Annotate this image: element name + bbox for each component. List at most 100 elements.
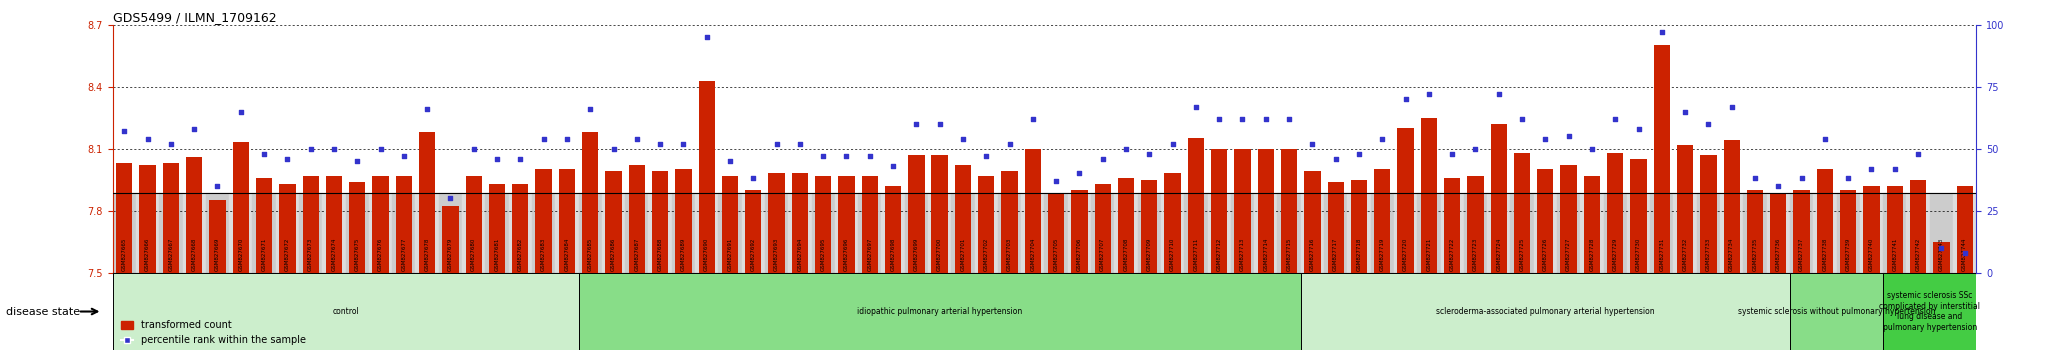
Bar — [1839, 190, 1855, 273]
Text: GSM827684: GSM827684 — [565, 238, 569, 271]
Bar — [768, 173, 784, 273]
Text: GSM827721: GSM827721 — [1425, 238, 1432, 271]
Bar — [1395, 193, 1417, 273]
Bar — [182, 193, 205, 273]
Bar — [233, 142, 250, 273]
Bar — [463, 193, 485, 273]
Bar — [1911, 179, 1927, 273]
Bar — [1352, 179, 1368, 273]
Bar — [979, 176, 995, 273]
Text: GSM827737: GSM827737 — [1798, 238, 1804, 271]
Point — [457, 146, 489, 152]
Bar — [1487, 193, 1511, 273]
Bar — [489, 184, 506, 273]
Bar — [1954, 193, 1976, 273]
Point — [1692, 121, 1724, 127]
Point — [924, 121, 956, 127]
Legend: transformed count, percentile rank within the sample: transformed count, percentile rank withi… — [117, 316, 309, 349]
Point — [340, 158, 373, 164]
Bar — [512, 184, 528, 273]
Bar — [1044, 193, 1067, 273]
Bar — [1139, 193, 1161, 273]
Bar — [997, 193, 1022, 273]
Text: GSM827709: GSM827709 — [1147, 238, 1151, 271]
Point — [1739, 176, 1772, 181]
Text: GSM827723: GSM827723 — [1473, 238, 1479, 271]
Bar — [465, 176, 481, 273]
Text: GSM827735: GSM827735 — [1753, 238, 1757, 271]
Text: GSM827727: GSM827727 — [1567, 238, 1571, 271]
Bar — [1581, 193, 1604, 273]
Bar — [1300, 273, 1790, 350]
Text: GSM827728: GSM827728 — [1589, 238, 1595, 271]
Point — [1505, 116, 1538, 122]
Bar — [1464, 193, 1487, 273]
Point — [784, 141, 817, 147]
Bar — [651, 171, 668, 273]
Text: GSM827686: GSM827686 — [610, 238, 616, 271]
Point — [807, 153, 840, 159]
Point — [1133, 151, 1165, 156]
Bar — [1165, 173, 1182, 273]
Text: GSM827716: GSM827716 — [1311, 238, 1315, 271]
Point — [1483, 91, 1516, 97]
Bar — [1794, 190, 1810, 273]
Bar — [555, 193, 580, 273]
Bar — [1491, 124, 1507, 273]
Bar — [1049, 194, 1065, 273]
Bar — [1348, 193, 1370, 273]
Bar — [885, 186, 901, 273]
Bar — [1444, 178, 1460, 273]
Text: GSM827700: GSM827700 — [938, 238, 942, 271]
Point — [737, 176, 770, 181]
Bar — [1886, 186, 1903, 273]
Point — [551, 136, 584, 142]
Bar — [346, 193, 369, 273]
Bar — [1556, 193, 1581, 273]
Bar — [1864, 186, 1880, 273]
Bar — [1440, 193, 1464, 273]
Bar — [559, 169, 575, 273]
Text: GSM827672: GSM827672 — [285, 238, 291, 271]
Text: GSM827726: GSM827726 — [1542, 238, 1548, 271]
Bar — [1188, 138, 1204, 273]
Bar — [1724, 141, 1741, 273]
Point — [1040, 178, 1073, 184]
Point — [854, 153, 887, 159]
Bar — [373, 176, 389, 273]
Point — [526, 136, 559, 142]
Point — [154, 141, 186, 147]
Bar — [485, 193, 508, 273]
Point — [1063, 171, 1096, 176]
Bar — [186, 157, 203, 273]
Bar — [1466, 176, 1483, 273]
Point — [1575, 146, 1608, 152]
Text: idiopathic pulmonary arterial hypertension: idiopathic pulmonary arterial hypertensi… — [856, 307, 1022, 316]
Bar — [578, 273, 1300, 350]
Bar — [1323, 193, 1348, 273]
Bar — [135, 193, 160, 273]
Text: systemic sclerosis without pulmonary hypertension: systemic sclerosis without pulmonary hyp… — [1739, 307, 1935, 316]
Bar — [625, 193, 649, 273]
Bar — [1696, 193, 1720, 273]
Text: GSM827698: GSM827698 — [891, 238, 895, 271]
Text: disease state: disease state — [6, 307, 80, 316]
Bar — [1956, 186, 1972, 273]
Point — [1227, 116, 1260, 122]
Point — [1272, 116, 1305, 122]
Text: GSM827738: GSM827738 — [1823, 238, 1827, 271]
Point — [1157, 141, 1190, 147]
Bar — [1929, 193, 1954, 273]
Point — [1831, 176, 1864, 181]
Bar — [1626, 193, 1651, 273]
Bar — [1538, 169, 1554, 273]
Text: GSM827670: GSM827670 — [238, 238, 244, 271]
Bar — [1094, 184, 1110, 273]
Bar — [1278, 193, 1300, 273]
Bar — [1300, 193, 1323, 273]
Point — [1530, 136, 1563, 142]
Bar — [1513, 153, 1530, 273]
Bar — [1421, 118, 1438, 273]
Point — [434, 195, 467, 201]
Bar — [113, 273, 578, 350]
